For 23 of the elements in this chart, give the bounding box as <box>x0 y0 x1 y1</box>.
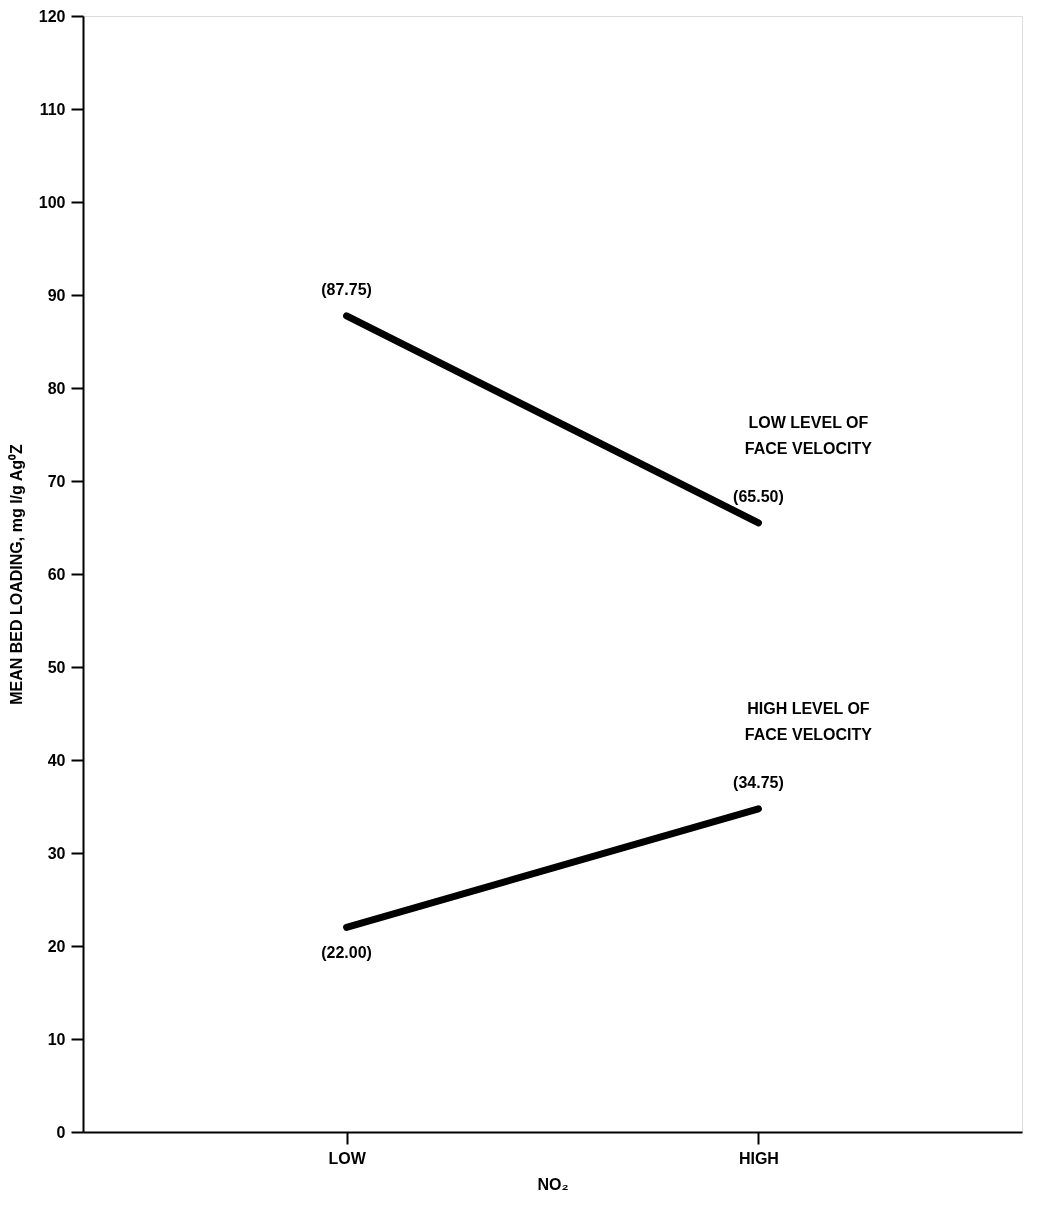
data-label: (22.00) <box>321 944 372 962</box>
y-tick-label: 40 <box>47 751 66 769</box>
y-tick-label: 120 <box>38 7 66 25</box>
y-tick-label: 70 <box>47 472 66 490</box>
data-label: (65.50) <box>733 487 784 505</box>
y-tick-label: 0 <box>56 1123 66 1141</box>
text: HIGH LEVEL OF FACE VELOCITY <box>744 699 873 743</box>
y-tick-label: 90 <box>47 286 66 304</box>
x-axis-title: NO₂ <box>537 1175 569 1193</box>
text: LOW LEVEL OF FACE VELOCITY <box>744 413 873 457</box>
y-tick-label: 60 <box>47 565 66 583</box>
x-tick-label: LOW <box>328 1149 367 1167</box>
y-tick-label: 110 <box>39 100 66 118</box>
data-label: (34.75) <box>733 773 784 791</box>
data-label: (87.75) <box>321 280 372 298</box>
y-tick-label: 50 <box>47 658 66 676</box>
y-tick-label: 10 <box>47 1030 66 1048</box>
y-tick-label: 80 <box>47 379 66 397</box>
x-tick-label: HIGH <box>738 1149 779 1167</box>
y-tick-label: 100 <box>38 193 66 211</box>
y-tick-label: 30 <box>47 844 66 862</box>
y-axis-title: MEAN BED LOADING, mg I/g Ag⁰Z <box>7 444 25 705</box>
y-tick-label: 20 <box>47 937 66 955</box>
